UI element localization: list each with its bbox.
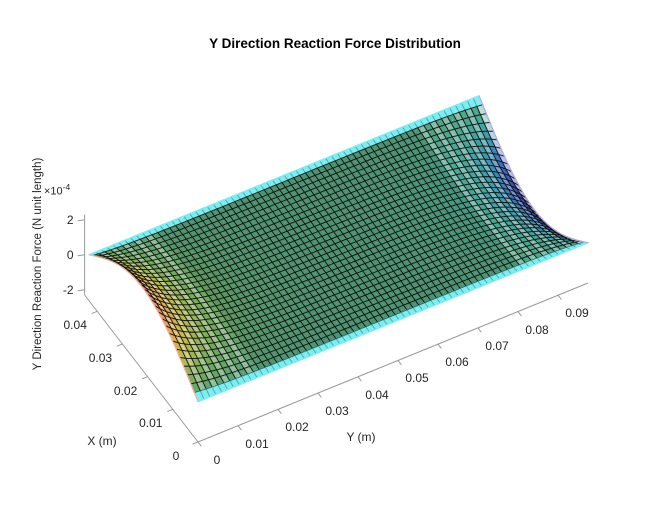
y-tick-label: 0.05 <box>405 371 429 386</box>
z-tick-label: 2 <box>66 212 74 227</box>
z-axis-exponent-label: ×10-4 <box>44 182 71 198</box>
y-axis-label: Y (m) <box>346 430 376 444</box>
y-tick-label: 0.02 <box>285 420 309 435</box>
z-axis-label: Y Direction Reaction Force (N unit lengt… <box>32 157 44 371</box>
y-tick-label: 0.01 <box>245 436 269 451</box>
x-tick-label: 0.01 <box>139 416 163 431</box>
z-tick-label: 0 <box>66 247 74 262</box>
x-tick-label: 0.03 <box>88 351 113 365</box>
chart-title: Y Direction Reaction Force Distribution <box>209 36 461 51</box>
y-tick-label: 0 <box>213 453 221 467</box>
y-tick-label: 0.03 <box>325 404 349 419</box>
x-axis-label: X (m) <box>87 434 117 448</box>
x-tick-label: 0 <box>172 449 180 463</box>
y-tick-label: 0.04 <box>365 387 389 402</box>
z-tick-label: -2 <box>62 282 74 297</box>
y-tick-label: 0.08 <box>525 322 549 337</box>
y-tick-label: 0.06 <box>445 355 469 370</box>
x-tick-label: 0.04 <box>63 318 87 333</box>
x-tick-label: 0.02 <box>113 383 138 398</box>
y-tick-label: 0.09 <box>565 306 589 321</box>
y-tick-label: 0.07 <box>485 338 509 353</box>
